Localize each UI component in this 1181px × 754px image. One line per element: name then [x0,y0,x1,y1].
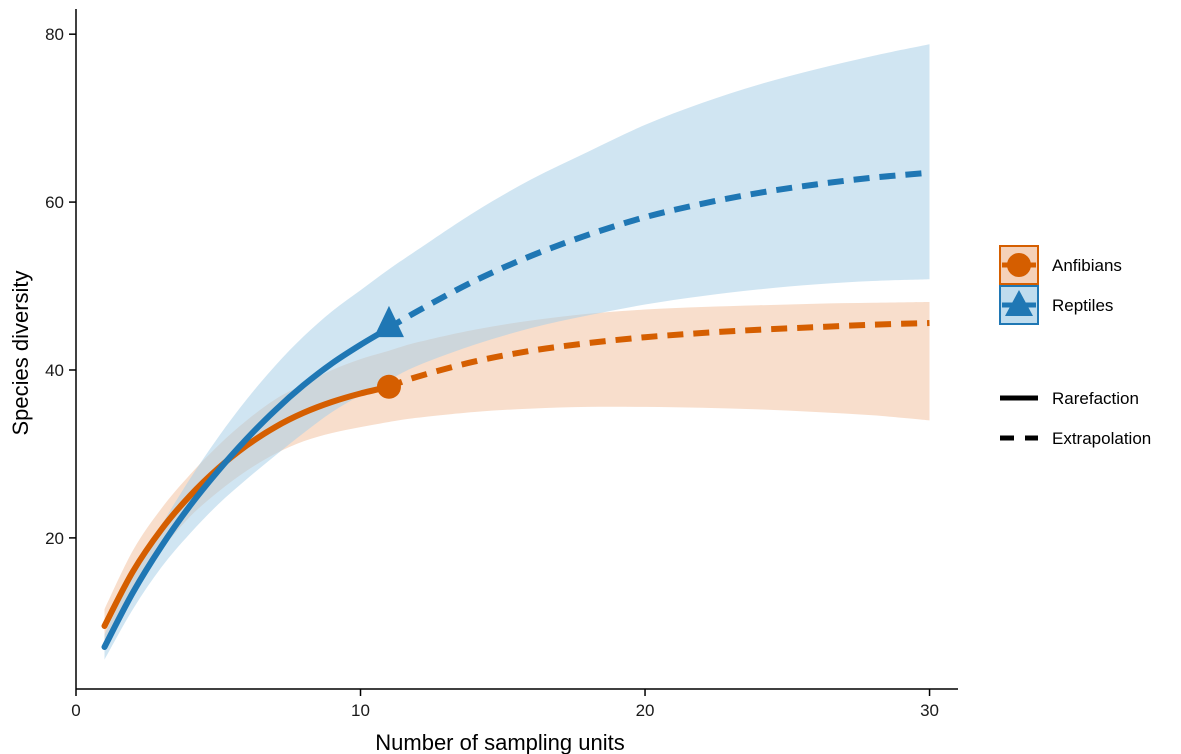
y-axis-ticks: 20 40 60 80 [45,25,76,548]
rarefaction-line-reptiles [101,325,392,650]
y-tick-label: 20 [45,529,64,548]
legend-label-rarefaction: Rarefaction [1052,389,1139,408]
x-axis-title: Number of sampling units [375,730,624,754]
x-tick-label: 30 [920,701,939,720]
ci-band-reptiles [104,44,930,660]
extrapolation-line-reptiles [387,169,930,331]
y-tick-label: 40 [45,361,64,380]
legend-item-reptiles: Reptiles [999,285,1113,325]
legend-label-reptiles: Reptiles [1052,296,1113,315]
x-tick-label: 10 [351,701,370,720]
legend-item-anfibians: Anfibians [999,245,1122,285]
legend-item-extrapolation: Extrapolation [1000,429,1151,448]
reference-markers [373,305,404,399]
reference-point-reptiles [373,305,404,338]
x-axis-ticks: 0 10 20 30 [71,689,939,720]
extrapolation-line-anfibians [387,320,930,390]
axes [75,9,958,690]
x-tick-label: 0 [71,701,80,720]
y-axis-title: Species diversity [8,270,33,435]
legend-item-rarefaction: Rarefaction [1000,389,1139,408]
reference-point-anfibians [376,374,401,399]
x-tick-label: 20 [636,701,655,720]
confidence-bands [104,44,930,660]
legend-marker-reptiles [1005,290,1033,316]
series-lines [101,169,930,650]
legend-marker-anfibians [1007,253,1031,277]
y-tick-label: 60 [45,193,64,212]
legend-label-anfibians: Anfibians [1052,256,1122,275]
legend-label-extrapolation: Extrapolation [1052,429,1151,448]
rarefaction-line-anfibians [101,383,392,629]
legend: Anfibians Reptiles Rarefaction Extrapolatio… [999,245,1151,448]
y-tick-label: 80 [45,25,64,44]
